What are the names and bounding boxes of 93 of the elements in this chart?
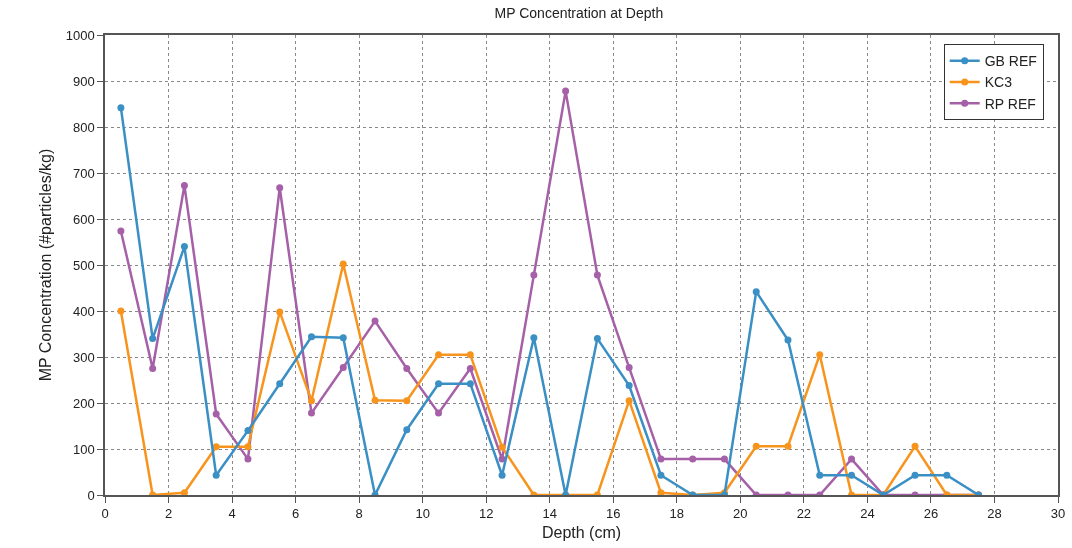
point xyxy=(911,442,919,450)
point xyxy=(117,104,125,112)
point xyxy=(339,260,347,268)
point xyxy=(307,409,315,417)
chart-title: MP Concentration at Depth xyxy=(494,5,664,22)
point xyxy=(339,334,347,342)
point xyxy=(816,471,824,479)
point xyxy=(244,443,252,451)
point xyxy=(244,427,252,435)
legend-label: KC3 xyxy=(984,74,1013,91)
point xyxy=(625,397,633,405)
x-tick-label: 14 xyxy=(542,506,557,522)
point xyxy=(625,364,633,372)
point xyxy=(339,364,347,372)
point xyxy=(530,271,538,279)
x-tick-label: 8 xyxy=(355,506,363,522)
point xyxy=(657,455,665,463)
y-axis-title: MP Concentration (#particles/kg) xyxy=(37,148,55,382)
x-axis-title: Depth (cm) xyxy=(541,523,622,541)
point xyxy=(689,455,697,463)
point xyxy=(562,87,570,95)
y-tick-label: 100 xyxy=(72,441,95,457)
point xyxy=(276,380,284,388)
point xyxy=(498,443,506,451)
point xyxy=(149,365,157,372)
y-tick-label: 600 xyxy=(72,211,95,227)
point xyxy=(816,351,824,359)
legend-label: RP REF xyxy=(984,95,1036,112)
y-tick-label: 400 xyxy=(72,303,95,319)
x-tick-label: 30 xyxy=(1050,506,1066,522)
point xyxy=(848,455,856,463)
point xyxy=(276,184,284,192)
point xyxy=(657,489,665,495)
y-tick-label: 800 xyxy=(72,119,95,135)
point xyxy=(784,442,792,450)
x-tick-label: 10 xyxy=(415,506,430,522)
x-tick-label: 2 xyxy=(164,506,173,522)
x-tick-label: 28 xyxy=(987,506,1002,522)
y-tick-label: 300 xyxy=(72,349,95,365)
point xyxy=(149,335,157,343)
point xyxy=(435,351,443,359)
point xyxy=(117,227,125,235)
y-tick-label: 1000 xyxy=(65,27,95,43)
x-tick-label: 20 xyxy=(733,506,748,522)
point xyxy=(657,471,665,479)
point xyxy=(403,365,411,372)
point xyxy=(180,489,188,495)
point xyxy=(403,397,411,405)
point xyxy=(466,380,474,388)
x-tick-label: 6 xyxy=(291,506,300,522)
point xyxy=(625,382,633,390)
point xyxy=(466,351,474,359)
point xyxy=(466,365,474,372)
point xyxy=(752,442,760,450)
x-tick-label: 24 xyxy=(860,506,875,522)
x-tick-label: 12 xyxy=(478,506,494,522)
point xyxy=(212,471,220,479)
point xyxy=(943,471,951,479)
point xyxy=(276,308,284,316)
x-tick-label: 26 xyxy=(923,506,939,522)
point xyxy=(752,288,760,296)
y-tick-label: 200 xyxy=(72,395,95,411)
point xyxy=(498,471,506,479)
point xyxy=(307,397,315,405)
point xyxy=(720,455,728,463)
point xyxy=(371,317,379,325)
point xyxy=(212,443,220,451)
point xyxy=(371,396,379,404)
x-tick-label: 16 xyxy=(606,506,621,522)
point xyxy=(212,410,220,418)
x-tick-label: 18 xyxy=(669,506,685,522)
point xyxy=(180,243,188,251)
point xyxy=(307,333,315,341)
y-tick-label: 0 xyxy=(87,487,95,503)
point xyxy=(784,336,792,344)
point xyxy=(593,271,601,279)
y-tick-label: 700 xyxy=(72,165,95,181)
y-tick-label: 500 xyxy=(72,257,95,273)
point xyxy=(848,471,856,479)
legend-label: GB REF xyxy=(984,53,1037,70)
x-tick-label: 0 xyxy=(101,506,109,522)
point xyxy=(530,334,538,342)
point xyxy=(180,181,188,189)
point xyxy=(911,471,919,479)
y-tick-label: 900 xyxy=(72,73,95,89)
x-tick-label: 22 xyxy=(796,506,812,522)
point xyxy=(403,426,411,434)
point xyxy=(244,455,252,463)
point xyxy=(117,307,125,315)
point xyxy=(435,409,443,417)
point xyxy=(593,335,601,343)
x-tick-label: 4 xyxy=(228,506,236,522)
point xyxy=(435,380,443,388)
